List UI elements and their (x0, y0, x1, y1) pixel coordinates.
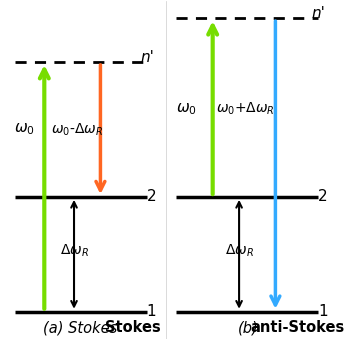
Text: 2: 2 (146, 189, 156, 204)
Text: $\omega_0$: $\omega_0$ (176, 101, 197, 117)
Text: n': n' (312, 6, 326, 21)
Text: n': n' (140, 50, 154, 65)
Text: $\omega_0$+$\Delta\omega_R$: $\omega_0$+$\Delta\omega_R$ (216, 101, 275, 118)
Text: (b): (b) (237, 320, 258, 335)
Text: $\Delta\omega_R$: $\Delta\omega_R$ (225, 243, 253, 259)
Text: 1: 1 (318, 304, 328, 319)
Text: $\Delta\omega_R$: $\Delta\omega_R$ (60, 243, 89, 259)
Text: $\omega_0$: $\omega_0$ (14, 122, 35, 137)
Text: 2: 2 (318, 189, 328, 204)
Text: $\omega_0$-$\Delta\omega_R$: $\omega_0$-$\Delta\omega_R$ (51, 121, 103, 138)
Text: (a) Stokes: (a) Stokes (43, 320, 118, 335)
Text: anti-Stokes: anti-Stokes (251, 320, 345, 335)
Text: Stokes: Stokes (106, 320, 161, 335)
Text: 1: 1 (146, 304, 156, 319)
